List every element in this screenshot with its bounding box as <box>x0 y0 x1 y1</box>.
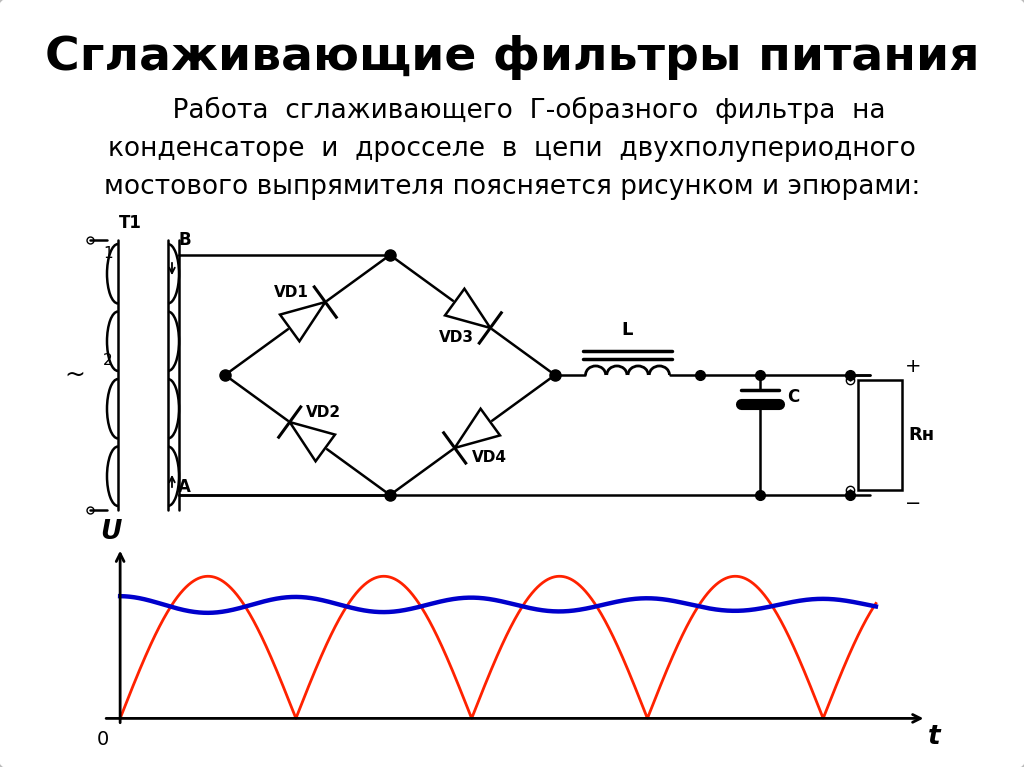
Text: 0: 0 <box>96 729 109 749</box>
Text: 2: 2 <box>103 353 113 368</box>
Text: B: B <box>178 231 190 249</box>
Text: 1: 1 <box>103 246 113 261</box>
Text: L: L <box>622 321 633 339</box>
Text: VD1: VD1 <box>273 285 308 300</box>
Text: VD4: VD4 <box>471 450 507 465</box>
Text: A: A <box>178 478 190 496</box>
Text: Работа  сглаживающего  Г-образного  фильтра  на
конденсаторе  и  дросселе  в  це: Работа сглаживающего Г-образного фильтра… <box>103 97 921 199</box>
Text: −: − <box>905 494 922 513</box>
Text: +: + <box>905 357 922 376</box>
Text: VD3: VD3 <box>438 330 473 345</box>
Text: T1: T1 <box>119 214 141 232</box>
Text: C: C <box>787 388 800 406</box>
Text: VD2: VD2 <box>306 405 342 420</box>
Text: U: U <box>100 519 122 545</box>
Text: Сглаживающие фильтры питания: Сглаживающие фильтры питания <box>45 35 979 81</box>
Text: t: t <box>928 724 940 750</box>
Text: ~: ~ <box>65 363 85 387</box>
Text: Rн: Rн <box>908 426 934 444</box>
Bar <box>858 380 902 490</box>
